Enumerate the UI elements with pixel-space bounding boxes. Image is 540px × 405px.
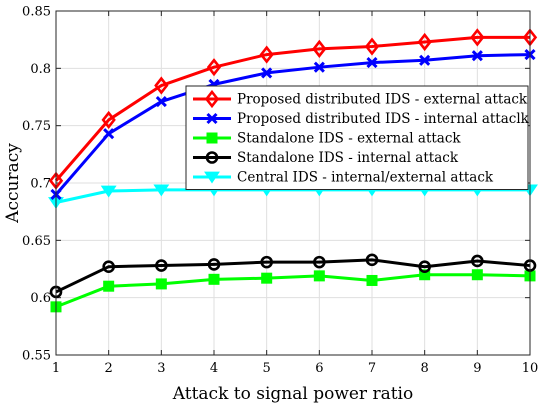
data-point bbox=[208, 273, 220, 285]
legend-marker bbox=[204, 171, 220, 184]
series-line bbox=[54, 35, 530, 182]
series-line bbox=[54, 53, 531, 196]
x-tick-label: 9 bbox=[473, 361, 481, 376]
y-tick-label: 0.85 bbox=[22, 5, 51, 20]
data-point bbox=[471, 50, 483, 62]
data-point bbox=[259, 45, 274, 64]
data-point bbox=[419, 54, 431, 66]
series-line bbox=[55, 273, 531, 309]
legend-label: Central IDS - internal/external attack bbox=[237, 170, 494, 186]
data-point bbox=[366, 57, 378, 69]
data-point bbox=[102, 260, 115, 274]
legend-item: Standalone IDS - external attack bbox=[193, 131, 461, 147]
data-point bbox=[154, 76, 169, 95]
data-point bbox=[207, 258, 221, 271]
marker-stroke bbox=[155, 96, 167, 108]
series-0 bbox=[48, 28, 538, 190]
data-point bbox=[418, 260, 431, 274]
series-3 bbox=[49, 253, 537, 299]
x-tick-label: 1 bbox=[52, 361, 60, 376]
marker-stroke bbox=[313, 61, 325, 73]
data-point bbox=[100, 185, 117, 198]
x-tick-label: 4 bbox=[210, 361, 218, 376]
x-tick-label: 5 bbox=[263, 361, 271, 376]
legend-label: Standalone IDS - internal attack bbox=[237, 150, 459, 166]
data-point bbox=[261, 67, 273, 79]
data-point bbox=[313, 255, 326, 269]
data-point bbox=[471, 269, 483, 281]
legend-item: Proposed distributed IDS - external atta… bbox=[193, 89, 528, 109]
legend-marker bbox=[206, 132, 218, 144]
marker-stroke bbox=[471, 50, 483, 62]
x-tick-label: 6 bbox=[315, 361, 323, 376]
data-point bbox=[365, 253, 379, 267]
data-point bbox=[103, 280, 115, 292]
data-point bbox=[260, 255, 273, 269]
y-tick-label: 0.75 bbox=[22, 119, 51, 134]
series-line bbox=[55, 258, 531, 294]
data-point bbox=[417, 32, 432, 52]
data-point bbox=[155, 278, 167, 290]
y-tick-label: 0.6 bbox=[30, 291, 51, 306]
data-point bbox=[153, 184, 170, 197]
x-axis-title: Attack to signal power ratio bbox=[172, 384, 413, 404]
legend-item: Proposed distributed IDS - internal atta… bbox=[193, 111, 530, 127]
data-point bbox=[471, 254, 484, 268]
data-point bbox=[312, 39, 327, 58]
data-point bbox=[419, 269, 431, 281]
legend-label: Standalone IDS - external attack bbox=[237, 131, 461, 147]
legend-item: Central IDS - internal/external attack bbox=[193, 170, 494, 186]
data-point bbox=[103, 128, 115, 140]
data-point bbox=[261, 272, 273, 284]
data-point bbox=[470, 28, 485, 47]
legend-box bbox=[185, 85, 529, 190]
y-tick-label: 0.65 bbox=[22, 234, 51, 249]
x-tick-label: 3 bbox=[157, 361, 165, 376]
x-tick-label: 7 bbox=[368, 361, 376, 376]
x-tick-label: 2 bbox=[105, 361, 113, 376]
x-tick-label: 8 bbox=[421, 361, 429, 376]
legend-marker bbox=[205, 151, 219, 164]
legend-label: Proposed distributed IDS - internal atta… bbox=[237, 111, 530, 127]
marker-stroke bbox=[206, 112, 218, 125]
legend-marker bbox=[204, 89, 220, 109]
marker-stroke bbox=[366, 57, 378, 69]
marker-stroke bbox=[419, 54, 431, 66]
data-point bbox=[155, 259, 168, 272]
data-point bbox=[313, 270, 325, 282]
y-tick-label: 0.55 bbox=[22, 349, 51, 364]
legend: Proposed distributed IDS - external atta… bbox=[185, 85, 530, 190]
data-point bbox=[101, 110, 116, 130]
legend-marker bbox=[206, 112, 218, 125]
x-tick-label: 10 bbox=[522, 361, 539, 376]
legend-label: Proposed distributed IDS - external atta… bbox=[237, 92, 528, 108]
data-point bbox=[155, 96, 167, 108]
y-tick-label: 0.7 bbox=[30, 177, 51, 192]
y-tick-label: 0.8 bbox=[30, 62, 51, 77]
y-axis-title: Accuracy bbox=[3, 143, 23, 224]
data-point bbox=[206, 58, 222, 77]
plot-frame bbox=[55, 10, 531, 356]
data-point bbox=[313, 61, 325, 73]
tick-labels: 1 2 3 4 5 6 7 8 9 10 0.55 0.6 0.65 0.7 0.75 0.8 0.85 bbox=[22, 5, 538, 377]
marker-stroke bbox=[103, 128, 115, 140]
legend-item: Standalone IDS - internal attack bbox=[193, 150, 459, 166]
marker-stroke bbox=[261, 67, 273, 79]
data-point bbox=[364, 37, 380, 56]
data-point bbox=[366, 274, 378, 286]
